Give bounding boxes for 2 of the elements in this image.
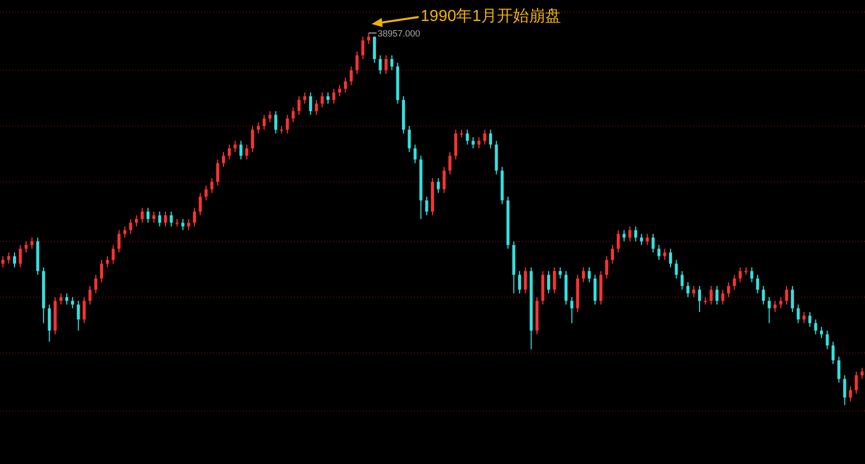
text: 1990年1月开始崩盘 bbox=[420, 7, 562, 25]
annotation: 38957.000 bbox=[378, 28, 420, 38]
